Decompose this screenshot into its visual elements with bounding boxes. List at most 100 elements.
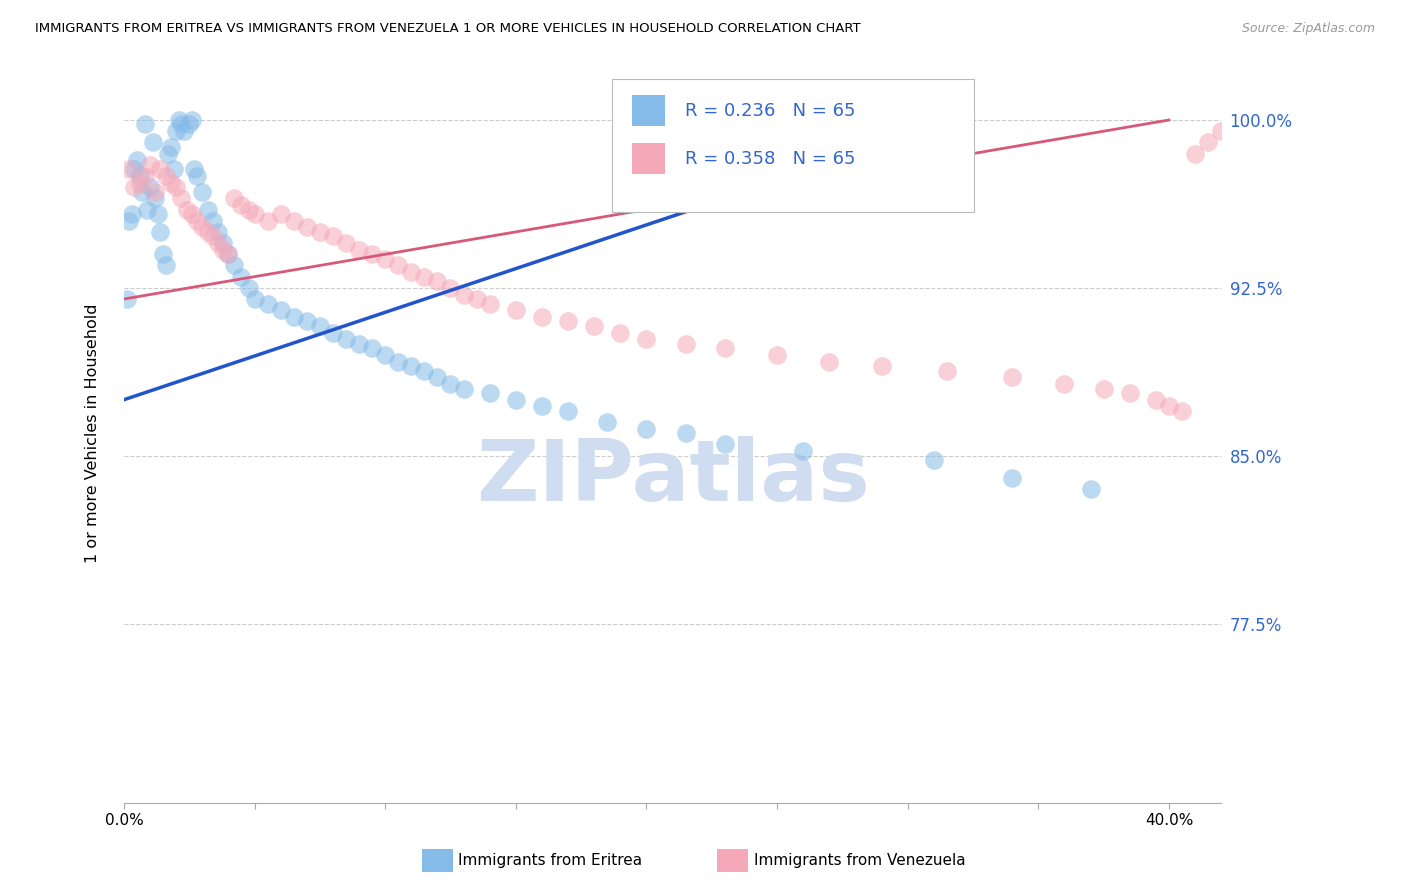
Point	[256, 296, 278, 310]
Point	[675, 336, 697, 351]
Point	[183, 162, 205, 177]
Point	[155, 259, 177, 273]
Point	[636, 332, 658, 346]
Text: Immigrants from Eritrea: Immigrants from Eritrea	[458, 854, 643, 868]
Point	[179, 118, 201, 132]
FancyBboxPatch shape	[612, 78, 974, 211]
Point	[222, 259, 245, 273]
Point	[1157, 400, 1180, 414]
Point	[125, 153, 148, 168]
Point	[160, 176, 183, 190]
Point	[335, 332, 357, 346]
Point	[583, 318, 606, 333]
Point	[160, 140, 183, 154]
Point	[401, 265, 423, 279]
Point	[128, 176, 150, 190]
Point	[128, 169, 150, 183]
Point	[1144, 392, 1167, 407]
Point	[134, 169, 156, 183]
Point	[557, 404, 579, 418]
Text: ZIPatlas: ZIPatlas	[475, 436, 869, 519]
Point	[124, 180, 146, 194]
Point	[149, 162, 172, 177]
Point	[505, 303, 527, 318]
Point	[201, 229, 224, 244]
Text: Immigrants from Venezuela: Immigrants from Venezuela	[754, 854, 966, 868]
Point	[142, 136, 165, 150]
Point	[170, 191, 193, 205]
Y-axis label: 1 or more Vehicles in Household: 1 or more Vehicles in Household	[86, 303, 100, 563]
Point	[283, 310, 305, 324]
Point	[149, 225, 172, 239]
Point	[374, 252, 396, 266]
Point	[792, 444, 814, 458]
Point	[426, 274, 449, 288]
Point	[207, 236, 229, 251]
Point	[118, 162, 141, 177]
Point	[322, 229, 344, 244]
Point	[308, 318, 330, 333]
Point	[167, 113, 190, 128]
Point	[1080, 482, 1102, 496]
Point	[118, 213, 141, 227]
Point	[165, 180, 187, 194]
Point	[922, 453, 945, 467]
Bar	[631, 95, 665, 126]
Point	[453, 287, 475, 301]
Point	[115, 292, 138, 306]
Point	[238, 202, 260, 217]
Point	[186, 169, 208, 183]
Point	[478, 296, 501, 310]
Point	[1119, 386, 1142, 401]
Point	[714, 341, 737, 355]
Point	[207, 225, 229, 239]
Point	[530, 310, 553, 324]
Point	[139, 180, 162, 194]
Point	[136, 202, 159, 217]
Point	[155, 169, 177, 183]
Point	[505, 392, 527, 407]
Point	[478, 386, 501, 401]
Point	[143, 185, 166, 199]
Point	[609, 326, 631, 340]
Point	[217, 247, 239, 261]
Point	[152, 247, 174, 261]
Point	[413, 364, 436, 378]
Point	[439, 281, 461, 295]
Point	[530, 400, 553, 414]
Point	[1053, 377, 1076, 392]
Point	[121, 207, 143, 221]
Point	[557, 314, 579, 328]
Text: R = 0.358   N = 65: R = 0.358 N = 65	[685, 150, 855, 168]
Point	[231, 269, 253, 284]
Point	[212, 243, 235, 257]
Point	[186, 213, 208, 227]
Point	[238, 281, 260, 295]
Point	[401, 359, 423, 373]
Point	[180, 113, 202, 128]
Point	[295, 314, 318, 328]
Point	[201, 213, 224, 227]
Point	[766, 348, 789, 362]
Point	[243, 207, 266, 221]
Point	[197, 202, 219, 217]
Point	[1001, 471, 1024, 485]
Point	[1171, 404, 1194, 418]
Point	[675, 426, 697, 441]
Point	[374, 348, 396, 362]
Text: Source: ZipAtlas.com: Source: ZipAtlas.com	[1241, 22, 1375, 36]
Text: IMMIGRANTS FROM ERITREA VS IMMIGRANTS FROM VENEZUELA 1 OR MORE VEHICLES IN HOUSE: IMMIGRANTS FROM ERITREA VS IMMIGRANTS FR…	[35, 22, 860, 36]
Point	[256, 213, 278, 227]
Point	[146, 207, 169, 221]
Point	[170, 118, 193, 132]
Point	[191, 220, 214, 235]
Point	[1001, 370, 1024, 384]
Bar	[631, 143, 665, 174]
Point	[413, 269, 436, 284]
Point	[465, 292, 488, 306]
Point	[714, 437, 737, 451]
Point	[222, 191, 245, 205]
Point	[212, 236, 235, 251]
Point	[387, 259, 409, 273]
Point	[1197, 136, 1219, 150]
